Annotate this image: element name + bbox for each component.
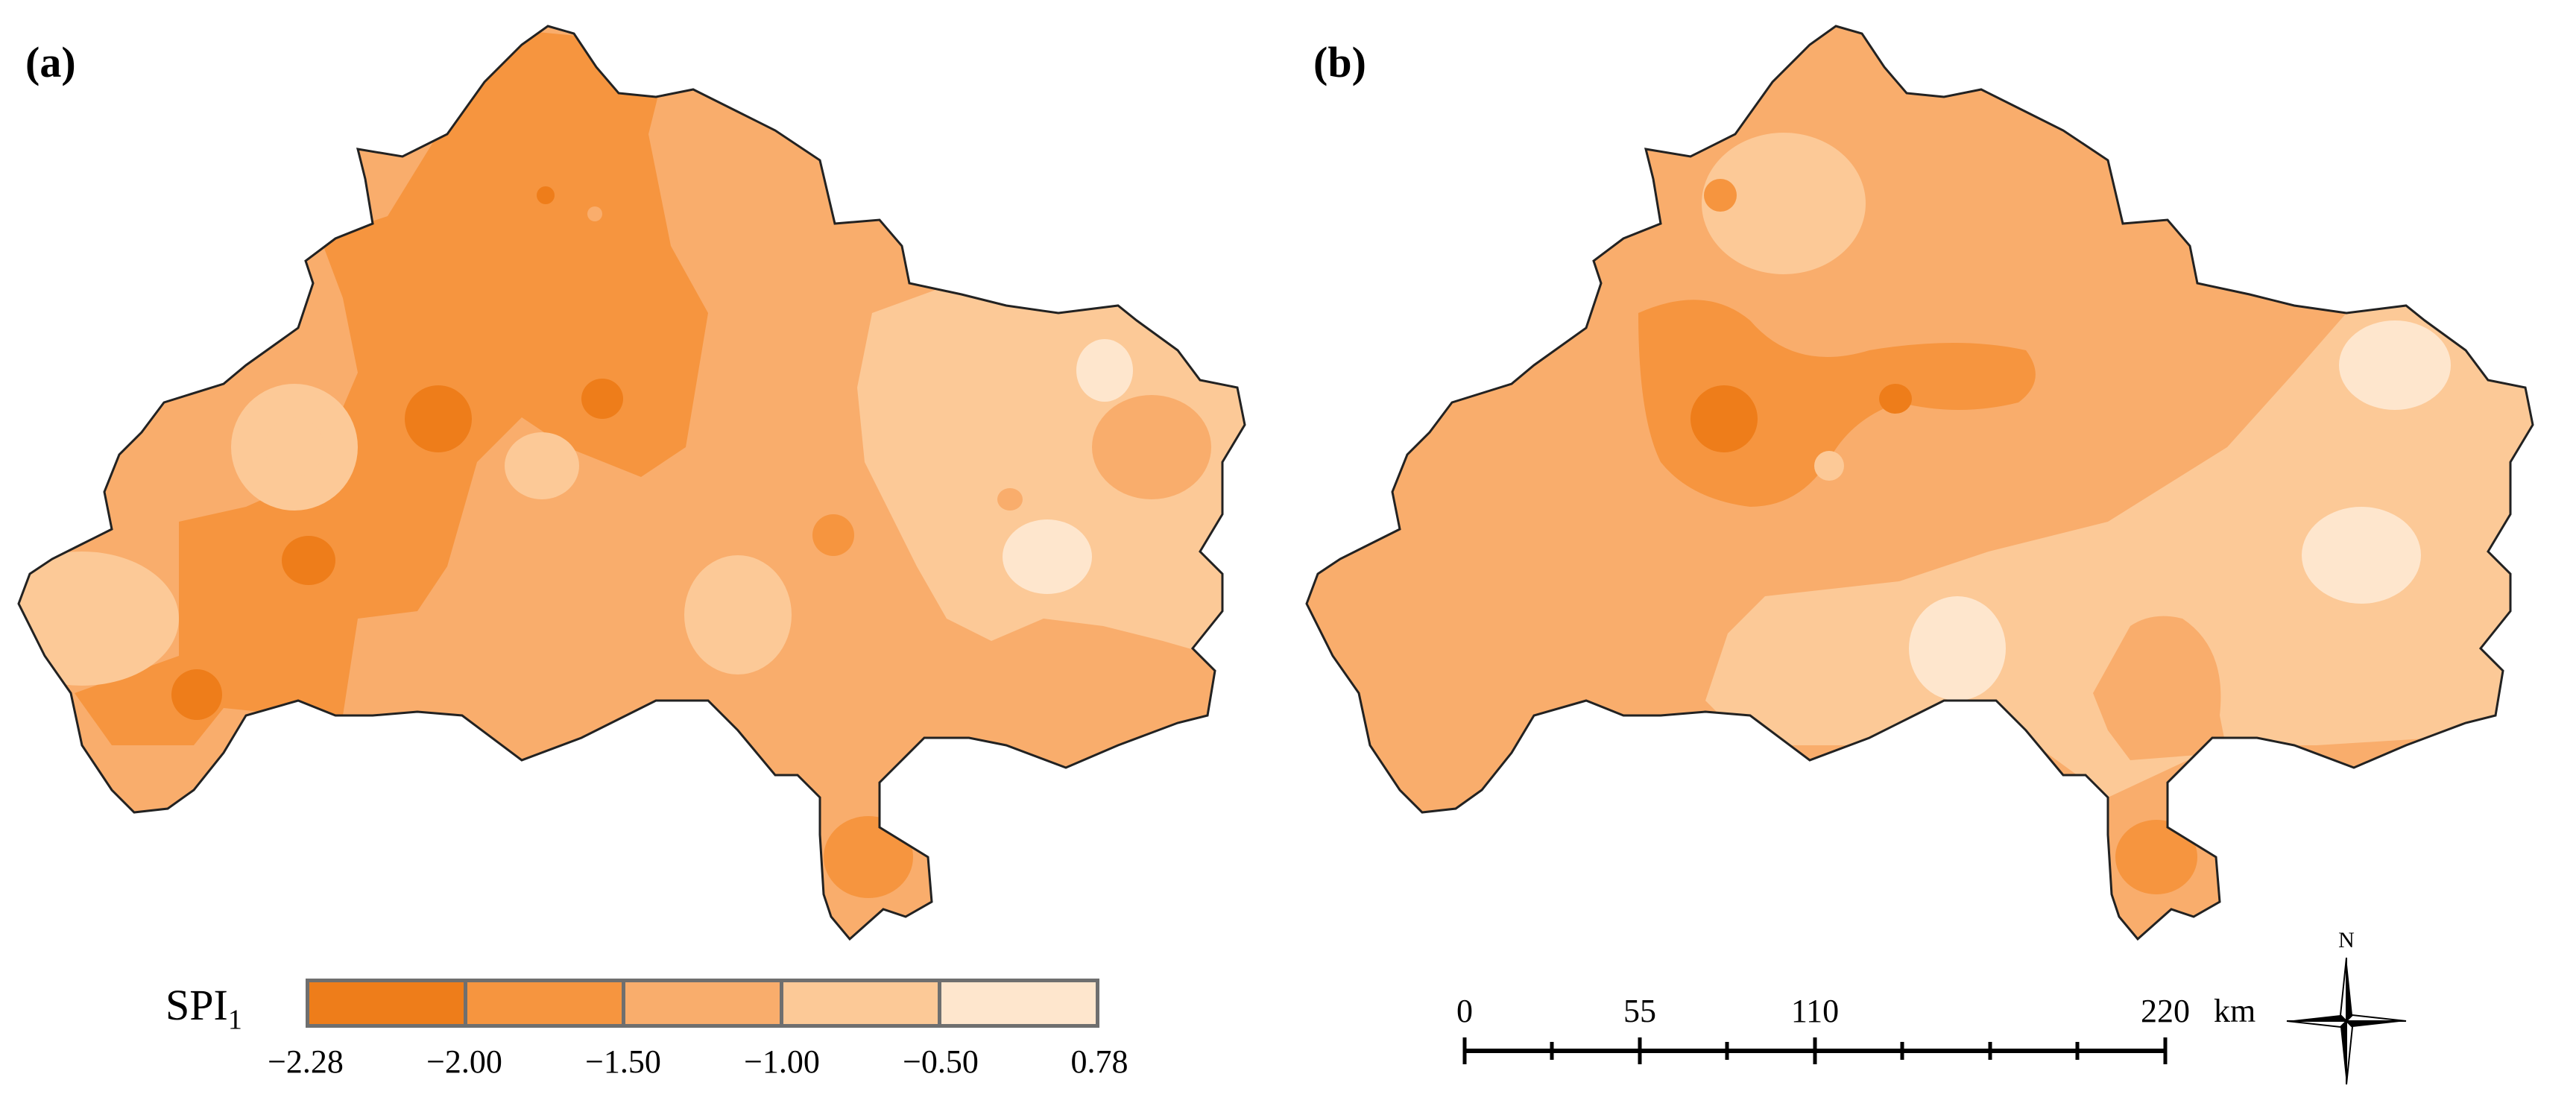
map-b-class4-dot	[1814, 451, 1844, 481]
map-a-svg	[17, 25, 1246, 941]
compass-rose-icon	[2286, 957, 2407, 1085]
map-b-class2-north-dot	[1704, 179, 1737, 212]
map-a-class1-b	[581, 379, 623, 419]
map-a-class5-ne	[1076, 339, 1133, 402]
map-b-class3-se	[2093, 616, 2227, 760]
map-a-class1-e	[537, 186, 555, 204]
map-b-class4-north	[1702, 133, 1866, 274]
scale-label-0: 0	[1456, 993, 1473, 1029]
legend-swatch-4	[783, 982, 941, 1024]
north-label: N	[2338, 928, 2355, 952]
map-a-class2-region	[75, 30, 708, 745]
legend-swatch-1	[309, 982, 467, 1024]
map-panel-a: (a)	[0, 0, 1288, 969]
legend-break-5: −0.50	[903, 1043, 979, 1080]
panel-label-b: (b)	[1313, 38, 1366, 86]
legend-break-6: 0.78	[1070, 1043, 1128, 1080]
legend-swatch-3	[625, 982, 783, 1024]
map-b-class5-ne	[2339, 320, 2451, 410]
map-b-class1-b	[1879, 384, 1912, 414]
legend-swatch-5	[941, 982, 1096, 1024]
map-b-class5-s	[1909, 596, 2006, 701]
legend-break-1: −2.28	[268, 1043, 344, 1080]
scale-unit-label: km	[2214, 993, 2256, 1029]
map-a-class3-small	[587, 206, 602, 221]
scale-bar: 0 55 110 220 km	[1431, 969, 2363, 1103]
map-a-class5-e	[1003, 519, 1092, 594]
map-b-svg	[1305, 25, 2534, 941]
legend-break-4: −1.00	[744, 1043, 820, 1080]
map-b-class1-a	[1690, 385, 1758, 452]
map-a-class3-dot	[997, 488, 1023, 511]
scale-bar-ticks	[1462, 1037, 2168, 1064]
map-b-class2-region	[1638, 300, 2036, 507]
legend-title-text: SPI	[165, 981, 228, 1029]
map-a-class1-c	[282, 536, 335, 585]
map-a-class2-south	[824, 816, 913, 898]
map-a-class4-center	[505, 432, 579, 499]
scale-label-220: 220	[2141, 993, 2190, 1029]
map-a-class1-a	[405, 385, 472, 452]
scale-bar-graphic	[1462, 1037, 2168, 1064]
legend-swatch-2	[467, 982, 625, 1024]
map-a-light-w	[265, 417, 324, 477]
map-a-class4-south	[684, 555, 792, 674]
map-a-class4-region	[857, 283, 1245, 671]
panel-label-a: (a)	[25, 38, 76, 86]
map-b-class2-south	[2115, 820, 2197, 894]
legend-color-bar	[306, 979, 1099, 1028]
scale-label-55: 55	[1623, 993, 1656, 1029]
legend: SPI1 −2.28 −2.00 −1.50 −1.00 −0.50 0.78	[157, 969, 1200, 1103]
map-a-class3-east	[1092, 395, 1211, 499]
scale-label-110: 110	[1790, 993, 1840, 1029]
legend-title: SPI1	[165, 984, 242, 1034]
legend-title-subscript: 1	[227, 1004, 242, 1036]
legend-break-2: −2.00	[426, 1043, 502, 1080]
legend-break-3: −1.50	[585, 1043, 661, 1080]
map-a-class2-dot	[812, 514, 854, 556]
map-a-class1-d	[171, 669, 222, 720]
map-panel-b: (b)	[1288, 0, 2576, 969]
map-b-class5-e	[2302, 507, 2421, 604]
